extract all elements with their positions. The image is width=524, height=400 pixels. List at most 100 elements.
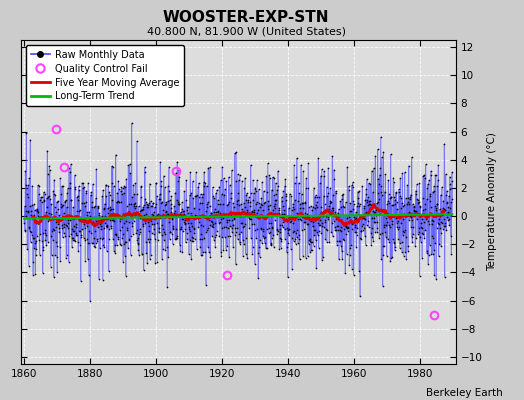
Point bbox=[243, 206, 251, 213]
Point bbox=[446, 232, 455, 239]
Point bbox=[347, 242, 355, 249]
Point bbox=[409, 203, 418, 210]
Point bbox=[358, 227, 367, 234]
Point bbox=[421, 206, 429, 212]
Point bbox=[45, 217, 53, 224]
Point bbox=[437, 218, 445, 225]
Point bbox=[233, 201, 242, 207]
Point bbox=[196, 230, 205, 237]
Point bbox=[140, 169, 149, 175]
Point bbox=[398, 248, 406, 255]
Point bbox=[135, 252, 143, 258]
Point bbox=[239, 224, 247, 230]
Point bbox=[292, 174, 301, 180]
Point bbox=[355, 201, 364, 207]
Point bbox=[145, 228, 153, 234]
Point bbox=[134, 240, 142, 246]
Point bbox=[434, 176, 442, 183]
Point bbox=[441, 220, 449, 226]
Point bbox=[159, 211, 168, 217]
Point bbox=[77, 232, 85, 239]
Point bbox=[82, 188, 91, 194]
Point bbox=[152, 201, 160, 207]
Point bbox=[339, 192, 347, 198]
Point bbox=[365, 207, 374, 214]
Point bbox=[275, 205, 283, 212]
Point bbox=[215, 233, 224, 239]
Point bbox=[397, 205, 405, 211]
Point bbox=[201, 249, 209, 255]
Point bbox=[287, 216, 295, 222]
Point bbox=[232, 261, 240, 268]
Point bbox=[283, 243, 291, 250]
Point bbox=[174, 167, 183, 173]
Point bbox=[25, 224, 33, 230]
Point bbox=[154, 237, 162, 243]
Point bbox=[94, 204, 103, 211]
Point bbox=[272, 226, 281, 233]
Point bbox=[408, 239, 417, 245]
Point bbox=[64, 224, 72, 231]
Point bbox=[293, 210, 302, 216]
Point bbox=[20, 203, 29, 210]
Point bbox=[322, 213, 331, 220]
Point bbox=[278, 194, 286, 201]
Point bbox=[72, 232, 81, 238]
Point bbox=[357, 212, 365, 219]
Point bbox=[408, 154, 416, 160]
Point bbox=[151, 260, 160, 266]
Point bbox=[263, 189, 271, 195]
Point bbox=[95, 275, 103, 282]
Point bbox=[322, 184, 331, 190]
Point bbox=[87, 230, 95, 236]
Point bbox=[435, 240, 444, 247]
Point bbox=[130, 201, 138, 208]
Point bbox=[234, 190, 243, 196]
Point bbox=[187, 210, 195, 216]
Point bbox=[434, 162, 442, 169]
Point bbox=[76, 242, 84, 249]
Point bbox=[74, 248, 83, 254]
Point bbox=[257, 226, 265, 232]
Point bbox=[174, 178, 182, 184]
Point bbox=[141, 196, 149, 202]
Point bbox=[418, 254, 427, 261]
Point bbox=[121, 182, 129, 189]
Point bbox=[61, 232, 70, 239]
Point bbox=[401, 248, 410, 255]
Point bbox=[100, 206, 108, 212]
Point bbox=[83, 236, 92, 242]
Point bbox=[181, 221, 189, 227]
Point bbox=[302, 185, 310, 192]
Point bbox=[248, 208, 256, 215]
Point bbox=[347, 221, 356, 227]
Point bbox=[334, 206, 343, 212]
Point bbox=[94, 218, 103, 224]
Point bbox=[317, 209, 325, 215]
Point bbox=[432, 207, 441, 214]
Point bbox=[238, 237, 247, 243]
Point bbox=[194, 224, 202, 230]
Point bbox=[50, 204, 59, 210]
Point bbox=[167, 209, 176, 215]
Point bbox=[48, 237, 57, 243]
Point bbox=[125, 218, 133, 225]
Point bbox=[343, 164, 352, 170]
Point bbox=[64, 220, 72, 227]
Point bbox=[126, 170, 135, 177]
Point bbox=[30, 245, 38, 251]
Point bbox=[124, 162, 133, 168]
Point bbox=[264, 198, 272, 204]
Point bbox=[248, 251, 257, 257]
Point bbox=[447, 178, 456, 184]
Point bbox=[350, 214, 358, 220]
Point bbox=[28, 232, 37, 238]
Point bbox=[316, 222, 324, 228]
Point bbox=[318, 222, 326, 229]
Point bbox=[278, 211, 286, 218]
Point bbox=[209, 224, 217, 230]
Point bbox=[441, 222, 450, 229]
Point bbox=[311, 227, 319, 233]
Point bbox=[29, 259, 38, 266]
Point bbox=[92, 218, 101, 224]
